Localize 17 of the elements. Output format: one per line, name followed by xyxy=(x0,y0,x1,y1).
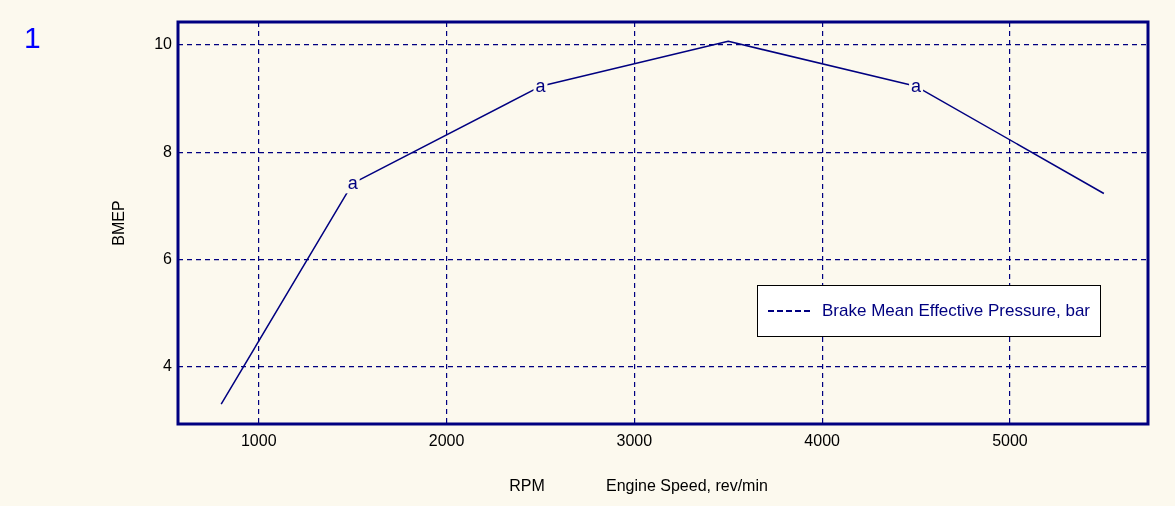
annotation: a xyxy=(535,76,547,97)
legend-label: Brake Mean Effective Pressure, bar xyxy=(822,301,1091,321)
y-tick-label: 6 xyxy=(163,249,173,267)
annotation: a xyxy=(911,76,923,97)
x-tick-label: 1000 xyxy=(240,432,277,450)
y-tick-label: 10 xyxy=(154,35,173,53)
x-tick-label: 4000 xyxy=(804,432,841,450)
x-tick-label: 2000 xyxy=(428,432,465,450)
x-tick-label: 5000 xyxy=(992,432,1028,450)
y-tick-label: 8 xyxy=(163,142,173,160)
text: Engine Speed, rev/min xyxy=(606,477,768,495)
y-tick-label: 4 xyxy=(163,357,173,375)
x-axis-title: RPM xyxy=(509,477,545,495)
y-axis-title: BMEP xyxy=(110,200,128,246)
annotation: a xyxy=(347,173,359,194)
text: 1 xyxy=(24,21,41,55)
x-tick-label: 3000 xyxy=(616,432,653,450)
